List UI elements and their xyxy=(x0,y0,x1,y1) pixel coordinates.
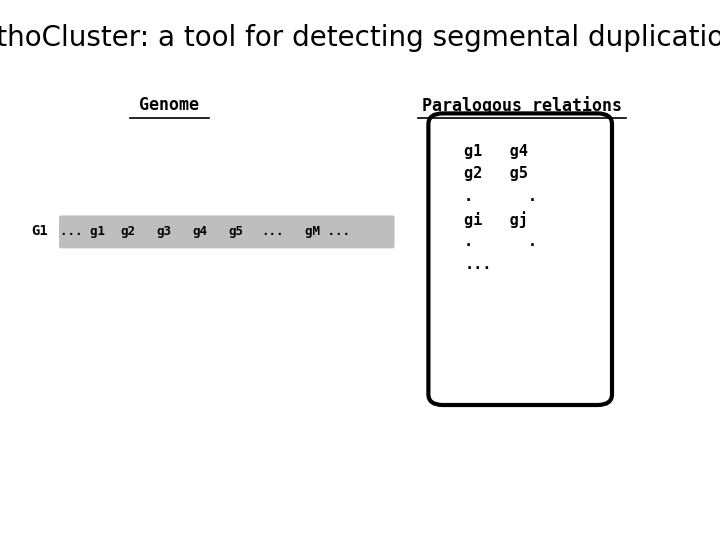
Text: g2: g2 xyxy=(121,225,135,238)
Text: g4: g4 xyxy=(193,225,207,238)
Text: .      .: . . xyxy=(464,234,537,249)
Text: g1   g4: g1 g4 xyxy=(464,144,528,159)
Text: g3: g3 xyxy=(157,225,171,238)
Text: gi   gj: gi gj xyxy=(464,211,528,228)
Text: gM ...: gM ... xyxy=(305,225,350,238)
Text: ...: ... xyxy=(261,225,284,238)
Text: G1: G1 xyxy=(31,224,48,238)
FancyBboxPatch shape xyxy=(59,215,395,248)
Text: .      .: . . xyxy=(464,189,537,204)
Text: OrthoCluster: a tool for detecting segmental duplications: OrthoCluster: a tool for detecting segme… xyxy=(0,24,720,52)
FancyBboxPatch shape xyxy=(428,113,612,405)
Text: Paralogous relations: Paralogous relations xyxy=(422,96,622,115)
Text: ... g1: ... g1 xyxy=(60,225,105,238)
Text: g2   g5: g2 g5 xyxy=(464,166,528,181)
Text: g5: g5 xyxy=(229,225,243,238)
Text: ...: ... xyxy=(464,257,492,272)
Text: Genome: Genome xyxy=(139,96,199,114)
